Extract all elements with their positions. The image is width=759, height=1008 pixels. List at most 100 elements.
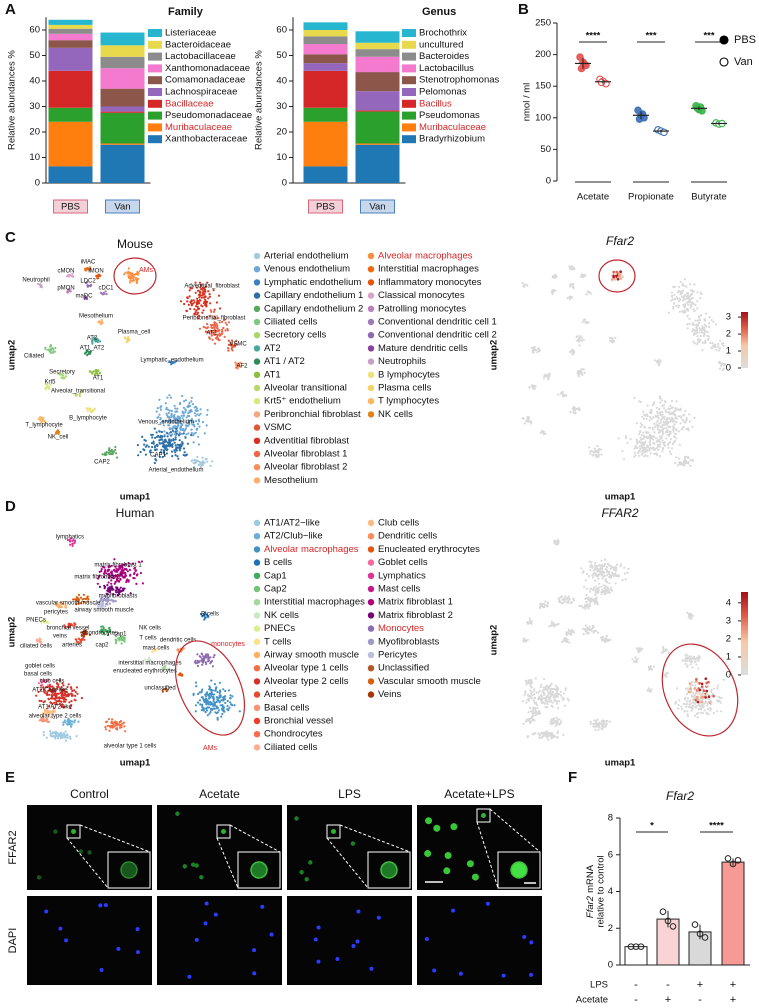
expressing-cell <box>707 695 711 698</box>
cell-dot <box>103 585 107 589</box>
cell-dot <box>578 604 581 608</box>
cell-dot <box>186 297 189 300</box>
cell-dot <box>112 450 116 453</box>
legend-label: Patrolling monocytes <box>378 303 466 314</box>
cell-dot <box>547 738 550 741</box>
cell-dot <box>551 690 554 694</box>
cell-dot <box>73 719 77 722</box>
cell-dot <box>642 434 646 437</box>
cell-dot <box>559 694 563 697</box>
cell-dot <box>185 309 188 312</box>
cell-dot <box>182 406 185 409</box>
cell-dot <box>594 593 597 596</box>
cell-dot <box>56 429 60 432</box>
y-tick-label: 200 <box>535 49 551 60</box>
cell-dot <box>184 436 187 439</box>
colorbar-tick-label: 1 <box>726 651 731 662</box>
cell-dot <box>155 410 158 413</box>
cell-dot <box>649 443 652 447</box>
cluster-label: alveolar type 2 cells <box>29 714 82 720</box>
legend-label: Mature dendritic cells <box>378 343 468 354</box>
cell-dot <box>101 453 104 456</box>
cell-dot <box>559 596 562 599</box>
cell-dot <box>650 447 653 450</box>
cluster-label: pericytes <box>44 610 68 616</box>
cell-dot <box>212 697 215 700</box>
cell-dot <box>648 440 651 443</box>
cell-dot <box>227 347 230 350</box>
cell-dot <box>678 699 681 702</box>
cell-dot <box>672 425 675 428</box>
legend-swatch <box>402 29 416 37</box>
cell-dot <box>547 691 550 694</box>
legend-marker <box>253 371 261 378</box>
cell-dot <box>96 582 99 585</box>
cell-dot <box>614 336 617 339</box>
expressing-cell <box>704 677 708 680</box>
cell-dot <box>165 452 168 455</box>
cell-dot <box>196 305 199 309</box>
y-tick-label: 250 <box>535 18 551 29</box>
cell-dot <box>587 631 590 635</box>
cell-dot <box>617 574 620 577</box>
cell-dot <box>204 300 207 303</box>
cell-dot <box>674 416 678 419</box>
legend-marker <box>253 665 261 672</box>
cell-dot <box>64 698 68 701</box>
cell-dot <box>598 564 601 567</box>
legend-swatch <box>402 88 416 96</box>
cell-dot <box>190 431 193 435</box>
cell-dot <box>645 431 648 435</box>
cell-dot <box>203 700 206 704</box>
cell-dot <box>190 302 193 305</box>
y-axis-label: Ffar2mRNA <box>585 864 596 918</box>
cell-dot <box>681 659 684 662</box>
cell-dot <box>216 333 219 336</box>
cell-dot <box>96 339 99 342</box>
cell-dot <box>167 411 170 415</box>
colorbar-tick-label: 4 <box>726 597 731 608</box>
green-cell <box>87 850 92 855</box>
cell-dot <box>573 408 577 411</box>
panel-label: A <box>5 1 16 18</box>
cell-dot <box>718 367 722 370</box>
cell-dot <box>183 400 186 403</box>
cell-dot <box>227 321 231 324</box>
cell-dot <box>201 294 204 297</box>
cell-dot <box>665 427 668 430</box>
cluster-label: Alveolar_transitional <box>51 389 105 395</box>
cell-dot <box>213 315 216 318</box>
cell-dot <box>57 696 60 699</box>
bar-segment <box>48 107 93 122</box>
cell-dot <box>600 585 603 588</box>
cell-dot <box>667 311 671 314</box>
cell-dot <box>597 577 600 580</box>
cell-dot <box>62 374 65 377</box>
cell-dot <box>555 702 559 705</box>
cell-dot <box>89 350 92 353</box>
legend-label: Alveolar transitional <box>264 383 347 394</box>
condition-label: LPS <box>590 980 608 991</box>
cell-dot <box>624 437 628 440</box>
cell-dot <box>656 419 659 422</box>
cell-dot <box>664 409 667 412</box>
cell-dot <box>197 293 201 296</box>
cell-dot <box>584 624 587 627</box>
cell-dot <box>546 376 550 379</box>
cell-dot <box>581 321 584 324</box>
cluster-label: cDC1 <box>98 286 114 292</box>
cell-dot <box>590 565 594 568</box>
cell-dot <box>120 569 123 572</box>
cell-dot <box>522 417 525 420</box>
cell-dot <box>701 349 704 352</box>
cell-dot <box>221 328 224 332</box>
cell-dot <box>589 452 592 455</box>
cell-dot <box>190 304 193 307</box>
cell-dot <box>658 443 662 446</box>
nucleus <box>187 974 192 979</box>
cell-dot <box>102 572 105 575</box>
cluster-label: CAP1 <box>150 453 166 459</box>
cell-dot <box>44 387 48 390</box>
cell-dot <box>204 285 207 288</box>
cell-dot <box>188 289 191 292</box>
